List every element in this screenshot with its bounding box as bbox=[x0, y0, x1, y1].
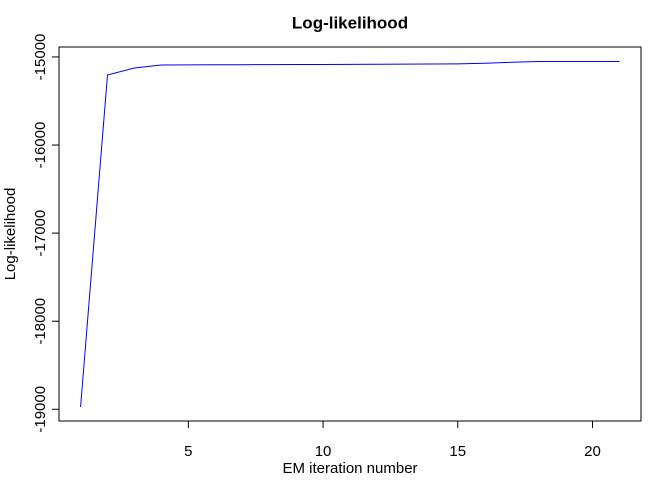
y-tick-label: -19000 bbox=[32, 386, 49, 433]
x-tick-label: 15 bbox=[449, 443, 466, 460]
x-tick-label: 5 bbox=[184, 443, 192, 460]
x-tick-label: 10 bbox=[315, 443, 332, 460]
chart-title: Log-likelihood bbox=[292, 13, 408, 32]
line-series bbox=[80, 60, 620, 408]
x-tick-label: 20 bbox=[584, 443, 601, 460]
y-tick-label: -16000 bbox=[32, 122, 49, 169]
x-axis-title: EM iteration number bbox=[282, 460, 417, 477]
y-axis-title: Log-likelihood bbox=[2, 188, 19, 281]
y-tick-label: -17000 bbox=[32, 210, 49, 257]
y-tick-label: -18000 bbox=[32, 298, 49, 345]
plot-box bbox=[58, 46, 642, 422]
y-tick-label: -15000 bbox=[32, 34, 49, 81]
